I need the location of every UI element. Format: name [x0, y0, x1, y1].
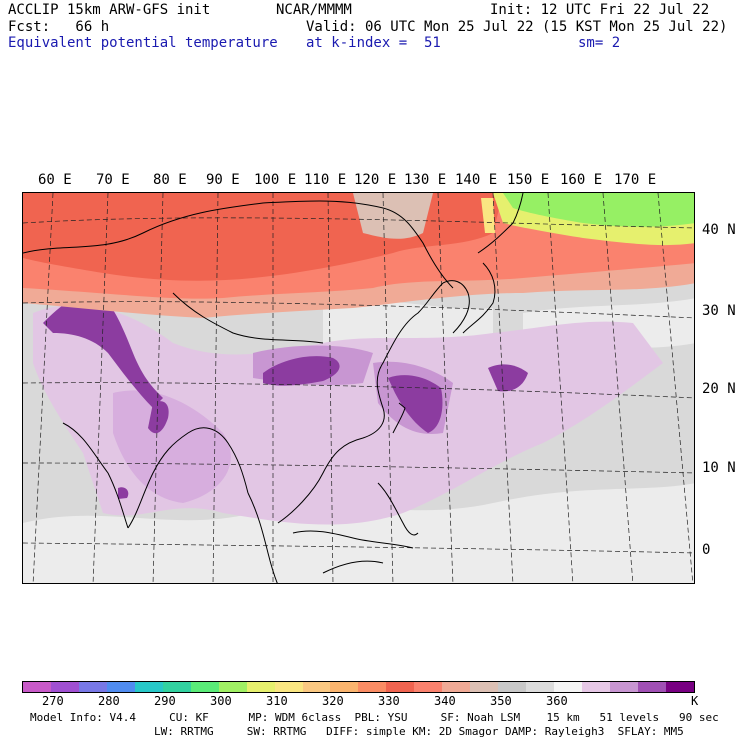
lon-label: 80 E	[153, 172, 187, 188]
purple-core	[118, 487, 129, 499]
colorbar-tick: 300	[210, 694, 232, 708]
purple-core	[148, 401, 169, 434]
colorbar-swatch	[218, 682, 247, 692]
lon-label: 150 E	[507, 172, 550, 188]
colorbar-swatch	[78, 682, 107, 692]
colorbar-tick: 270	[42, 694, 64, 708]
lon-label: 130 E	[404, 172, 447, 188]
colorbar-swatch	[134, 682, 163, 692]
level-index: at k-index = 51	[306, 35, 441, 51]
lon-label: 90 E	[206, 172, 240, 188]
colorbar-swatch	[190, 682, 219, 692]
colorbar-tick: 340	[434, 694, 456, 708]
purple-core	[488, 364, 528, 392]
colorbar-swatch	[358, 682, 387, 692]
colorbar-tick: 360	[546, 694, 568, 708]
model-info-line1: Model Info: V4.4 CU: KF MP: WDM 6class P…	[30, 711, 719, 724]
colorbar-swatch	[498, 682, 527, 692]
lon-label: 110 E	[304, 172, 347, 188]
lon-label: 160 E	[560, 172, 603, 188]
colorbar-swatch	[162, 682, 191, 692]
colorbar-swatch	[106, 682, 135, 692]
colorbar-swatch	[50, 682, 79, 692]
lat-label: 30 N	[702, 303, 736, 319]
smoothing-label: sm= 2	[578, 35, 621, 51]
colorbar-tick: 310	[266, 694, 288, 708]
colorbar-tick: 280	[98, 694, 120, 708]
green-zone	[503, 193, 694, 227]
lon-label: 140 E	[455, 172, 498, 188]
lavender-region	[113, 390, 231, 503]
colorbar-unit: K	[691, 694, 699, 708]
colorbar-swatch	[554, 682, 583, 692]
lat-label: 10 N	[702, 460, 736, 476]
colorbar-tick: 330	[378, 694, 400, 708]
valid-time: Valid: 06 UTC Mon 25 Jul 22 (15 KST Mon …	[306, 19, 728, 35]
colorbar-swatch	[442, 682, 471, 692]
lon-label: 70 E	[96, 172, 130, 188]
tan-patch	[353, 193, 433, 239]
colorbar-swatch	[246, 682, 275, 692]
lat-label: 20 N	[702, 381, 736, 397]
field-name: Equivalent potential temperature	[8, 35, 278, 51]
colorbar-swatch	[470, 682, 499, 692]
colorbar-swatch	[274, 682, 303, 692]
colorbar-swatch	[637, 682, 666, 692]
lon-label: 60 E	[38, 172, 72, 188]
colorbar-tick: 350	[490, 694, 512, 708]
light-region	[23, 483, 694, 583]
coastlines	[23, 193, 524, 583]
purple-core	[388, 375, 443, 433]
org-label: NCAR/MMMM	[276, 2, 352, 18]
lat-label: 40 N	[702, 222, 736, 238]
forecast-hour: Fcst: 66 h	[8, 19, 110, 35]
colorbar-swatch	[302, 682, 331, 692]
colorbar-swatch	[610, 682, 638, 692]
colorbar-tick: 320	[322, 694, 344, 708]
colorbar-swatch	[23, 682, 51, 692]
colorbar-swatch	[330, 682, 359, 692]
init-time: Init: 12 UTC Fri 22 Jul 22	[490, 2, 710, 18]
purple-core	[263, 356, 340, 386]
colorbar-tick: 290	[154, 694, 176, 708]
lat-label: 0	[702, 542, 711, 558]
theta-e-map	[22, 192, 695, 584]
colorbar	[22, 681, 695, 693]
model-title: ACCLIP 15km ARW-GFS init	[8, 2, 211, 18]
lon-label: 120 E	[354, 172, 397, 188]
model-info-line2: LW: RRTMG SW: RRTMG DIFF: simple KM: 2D …	[154, 725, 684, 738]
purple-core	[43, 292, 163, 408]
colorbar-swatch	[526, 682, 555, 692]
lon-label: 170 E	[614, 172, 657, 188]
graticule	[23, 193, 694, 583]
lon-label: 100 E	[254, 172, 297, 188]
colorbar-swatch	[386, 682, 415, 692]
yellow-strip	[481, 198, 495, 233]
colorbar-swatch	[414, 682, 443, 692]
colorbar-swatch	[582, 682, 611, 692]
colorbar-swatch	[665, 682, 694, 692]
